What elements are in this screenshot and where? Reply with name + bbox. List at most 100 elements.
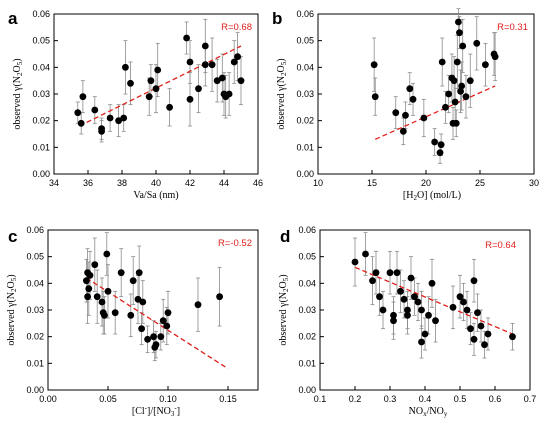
panel-c-data-point [135,269,143,277]
panel-c-data-point [152,341,160,349]
panel-a-xtick-label: 34 [49,178,59,188]
panel-d-ylabel: observed γ(N2O5) [278,274,290,345]
panel-a-data-point [201,61,209,69]
panel-c-r-label: R=-0.52 [218,238,252,249]
panel-b-data-point [457,87,464,95]
panel-c-data-point [103,250,111,258]
panel-a-data-point [166,103,173,111]
panel-b-data-point [442,103,449,111]
panel-d-xlabel: NOx/NOy [409,406,448,418]
panel-a-ytick-label: 0.02 [32,116,50,126]
panel-a-data-point [79,93,87,101]
panel-b-ytick-label: 0.05 [296,36,314,46]
panel-d-ytick-label: 0.00 [298,385,316,395]
panel-d-data-point [386,269,394,277]
panel-c-data-point [127,311,135,319]
panel-b-data-point [459,42,467,50]
panel-a-xtick-label: 38 [117,178,127,188]
panel-a-data-point [186,95,194,103]
panel-b-data-point [455,18,462,26]
panel-a-data-point [213,77,221,85]
panel-a-ytick-label: 0.01 [32,142,50,152]
panel-b-data-point [436,149,444,157]
panel-d-xtick-label: 0.7 [524,394,537,404]
panel-d-data-point [509,333,516,341]
panel-c: c 0.00 0.05 0.10 0.15 0.00 0.01 0.02 0.03 0.04 0.… [6,225,259,418]
panel-d-data-point [404,306,411,314]
panel-b-data-point [453,58,461,66]
panel-a-data-point [77,119,85,127]
panel-d-xtick-label: 0.5 [454,394,467,404]
panel-d-data-point [481,341,488,349]
panel-d-data-point [463,306,471,314]
panel-a-data-point [98,127,105,135]
panel-d-ytick-label: 0.06 [298,225,316,235]
panel-c-data-point [150,333,157,341]
panel-d-fit-line [354,266,513,335]
panel-c-data-point [104,287,112,295]
panel-d-data-point [393,269,401,277]
panel-c-ytick-label: 0.06 [26,225,44,235]
panel-d-data-point [477,322,485,330]
panel-a: a 34 36 38 40 42 44 46 0.00 0.01 0.02 0.03 0.04 0.05… [8,9,263,201]
panel-a-data-point [91,106,99,114]
panel-b-data-point [473,39,481,47]
panel-b-data-point [392,109,400,117]
panel-d-data-point [390,311,397,319]
panel-b-xtick-label: 20 [421,178,431,188]
panel-b-data-point [431,138,439,146]
panel-a-letter: a [8,9,18,28]
panel-b-data-point [466,77,474,85]
panel-b-data-point [462,93,470,101]
panel-a-data-point [122,63,129,71]
panel-b-data-point [445,90,453,98]
panel-a-xlabel: Va/Sa (nm) [133,190,178,201]
panel-a-data-point [195,85,202,93]
panel-c-data-point [93,293,101,301]
panel-d-data-point [407,274,415,282]
panel-c-ytick-label: 0.03 [26,305,44,315]
panel-a-xtick-label: 36 [83,178,93,188]
panel-b-r-label: R=0.31 [497,22,528,33]
panel-d-data-point [404,311,411,319]
panel-c-data-point [84,293,91,301]
panel-c-data-point [85,285,93,293]
panel-a-data-point [218,74,226,82]
panel-a-data-point [230,58,238,66]
panel-c-data-point [98,298,106,306]
panel-b-data-point [450,77,458,85]
panel-d-data-point [428,279,436,287]
panel-a-data-point [147,77,155,85]
panel-a-ytick-label: 0.00 [32,169,50,179]
panel-c-xtick-label: 0.15 [219,394,237,404]
panel-a-ytick-label: 0.05 [32,36,50,46]
panel-d-data-point [414,298,422,306]
panel-a-data-point [106,114,114,122]
panel-d-letter: d [280,227,290,246]
panel-c-ytick-label: 0.01 [26,358,44,368]
panel-c-xlabel: [Cl-]/[NO3-] [132,404,180,418]
panel-b-ytick-label: 0.00 [296,169,314,179]
panel-b-frame [317,13,535,175]
panel-c-ytick-label: 0.00 [26,385,44,395]
panel-b-data-point [438,58,446,66]
panel-d-ytick-label: 0.01 [298,358,316,368]
panel-c-data-point [164,309,172,317]
panel-c-ytick-label: 0.05 [26,252,44,262]
panel-d-data-point [411,293,418,301]
panel-b-ytick-label: 0.03 [296,89,314,99]
panel-c-data-point [159,317,167,325]
panel-c-data-point [86,271,94,279]
panel-d-ytick-label: 0.03 [298,305,316,315]
panel-c-letter: c [8,227,17,246]
panel-c-data-point [163,322,171,330]
panel-b-ytick-label: 0.02 [296,116,314,126]
panel-d-data-point [432,317,439,325]
panel-a-data-point [120,114,128,122]
panel-a-ytick-label: 0.04 [32,62,50,72]
panel-c-data-point [129,277,137,285]
panel-d-data-point [460,298,467,306]
panel-d-data-point [474,309,481,317]
panel-b-data-point [451,98,459,106]
